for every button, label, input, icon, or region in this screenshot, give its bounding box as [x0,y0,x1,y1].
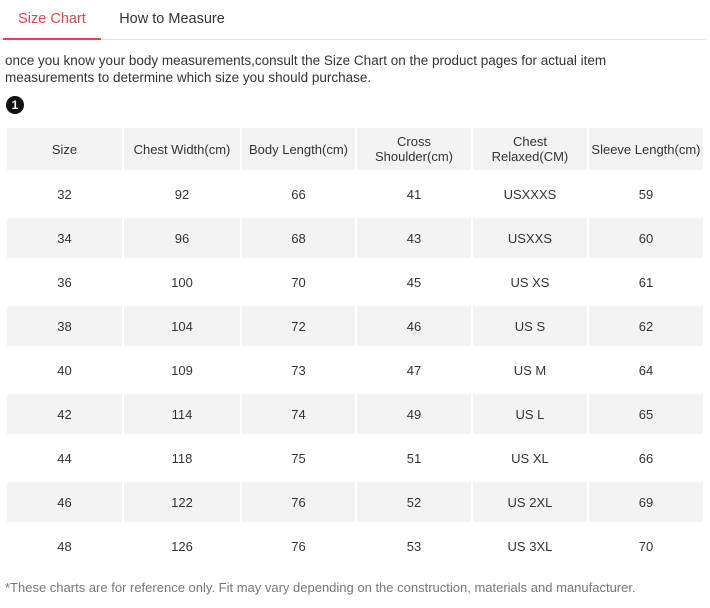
cell-chest-relaxed: US XL [511,450,549,466]
tab-size-chart[interactable]: Size Chart [3,0,101,40]
table-row: 38 104 72 46 US S 62 [7,306,703,346]
cell-cross-shoulder: 47 [406,362,422,378]
cell-sleeve-length: 64 [638,362,654,378]
cell-sleeve-length: 61 [638,274,654,290]
cell-chest-relaxed: US S [472,306,587,346]
header-body-length: Body Length(cm) [242,128,355,170]
cell-cross-shoulder: 46 [356,306,471,346]
cell-body-length: 70 [291,274,306,290]
cell-size: 36 [57,274,72,290]
cell-size: 38 [7,306,122,346]
table-row: 34 96 68 43 USXXS 60 [7,218,703,258]
intro-text: once you know your body measurements,con… [5,53,607,85]
table-row: 36 100 70 45 US XS 61 [7,262,703,302]
cell-body-length: 66 [291,186,306,202]
cell-cross-shoulder: 53 [406,538,422,554]
cell-sleeve-length: 66 [638,450,654,466]
cell-chest-width: 100 [171,274,193,290]
cell-chest-width: 122 [124,482,240,522]
cell-chest-width: 104 [124,306,240,346]
cell-chest-relaxed: USXXXS [503,186,557,202]
size-chart-table: Size Chest Width(cm) Body Length(cm) Cro… [5,124,705,570]
cell-body-length: 68 [242,218,355,258]
cell-cross-shoulder: 43 [356,218,471,258]
cell-body-length: 72 [242,306,355,346]
cell-cross-shoulder: 41 [406,186,422,202]
header-sleeve-length: Sleeve Length(cm) [588,128,703,170]
cell-size: 44 [57,450,72,466]
tab-bar: Size Chart How to Measure [0,0,706,40]
cell-sleeve-length: 65 [588,394,703,434]
cell-chest-width: 109 [171,362,193,378]
cell-cross-shoulder: 51 [406,450,422,466]
cell-size: 48 [57,538,72,554]
cell-chest-width: 126 [171,538,193,554]
cell-size: 34 [7,218,122,258]
tab-how-to-measure[interactable]: How to Measure [119,11,225,27]
table-row: 48 126 76 53 US 3XL 70 [7,526,703,566]
table-row: 46 122 76 52 US 2XL 69 [7,482,703,522]
table-row: 40 109 73 47 US M 64 [7,350,703,390]
cell-sleeve-length: 59 [638,186,654,202]
cell-chest-width: 92 [174,186,190,202]
cell-sleeve-length: 60 [588,218,703,258]
cell-size: 46 [7,482,122,522]
cell-body-length: 76 [291,538,306,554]
cell-chest-relaxed: US 3XL [507,538,553,554]
cell-size: 32 [57,186,72,202]
cell-chest-width: 118 [171,450,193,466]
cell-body-length: 76 [242,482,355,522]
cell-sleeve-length: 62 [588,306,703,346]
table-row: 32 92 66 41 USXXXS 59 [7,174,703,214]
table-row: 42 114 74 49 US L 65 [7,394,703,434]
cell-cross-shoulder: 45 [406,274,422,290]
cell-body-length: 73 [291,362,306,378]
cell-sleeve-length: 70 [638,538,654,554]
cell-size: 42 [7,394,122,434]
cell-cross-shoulder: 49 [356,394,471,434]
cell-chest-relaxed: USXXS [472,218,587,258]
cell-cross-shoulder: 52 [356,482,471,522]
cell-chest-relaxed: US M [513,362,547,378]
cell-chest-width: 96 [124,218,240,258]
cell-body-length: 75 [291,450,306,466]
cell-chest-width: 114 [124,394,240,434]
header-chest-relaxed: Chest Relaxed(CM) [472,128,587,170]
header-cross-shoulder: Cross Shoulder(cm) [356,128,471,170]
cell-body-length: 74 [242,394,355,434]
header-size: Size [7,128,122,170]
cell-chest-relaxed: US L [472,394,587,434]
footnote: *These charts are for reference only. Fi… [5,580,636,595]
cell-chest-relaxed: US 2XL [472,482,587,522]
cell-chest-relaxed: US XS [510,274,550,290]
table-row: 44 118 75 51 US XL 66 [7,438,703,478]
cell-sleeve-length: 69 [588,482,703,522]
cell-size: 40 [57,362,72,378]
table-header-row: Size Chest Width(cm) Body Length(cm) Cro… [7,128,703,170]
header-chest-width: Chest Width(cm) [124,128,240,170]
step-number-badge: 1 [6,96,24,114]
